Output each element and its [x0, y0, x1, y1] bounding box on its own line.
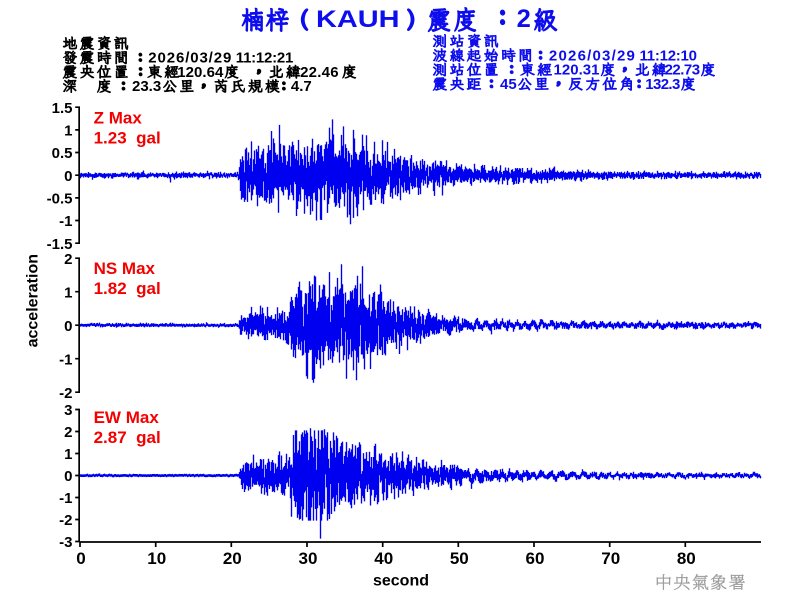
- svg-text:2026/03/29: 2026/03/29: [148, 50, 231, 67]
- svg-text:11:12:10: 11:12:10: [640, 47, 698, 64]
- svg-text:11:12:21: 11:12:21: [236, 50, 293, 67]
- svg-text:1: 1: [64, 446, 72, 463]
- svg-text:2: 2: [64, 424, 72, 441]
- svg-text:1: 1: [64, 284, 72, 301]
- svg-text:-1.5: -1.5: [47, 236, 73, 253]
- svg-text:120.64: 120.64: [177, 64, 224, 81]
- svg-text:80: 80: [677, 549, 696, 568]
- svg-text:20: 20: [223, 549, 242, 568]
- svg-text:1.82 gal: 1.82 gal: [94, 279, 161, 298]
- svg-text:NS Max: NS Max: [94, 259, 156, 278]
- svg-text:50: 50: [450, 549, 469, 568]
- svg-text:3: 3: [64, 402, 72, 419]
- svg-text:45: 45: [500, 76, 517, 93]
- svg-text:-2: -2: [59, 385, 72, 402]
- svg-text:22.46: 22.46: [300, 64, 339, 81]
- svg-text:22.73: 22.73: [665, 62, 701, 79]
- svg-text:EW Max: EW Max: [94, 408, 160, 427]
- svg-text:1.5: 1.5: [52, 100, 73, 117]
- svg-text:Z Max: Z Max: [94, 108, 143, 127]
- svg-text:-3: -3: [59, 534, 72, 551]
- svg-text:KAUH: KAUH: [316, 6, 400, 33]
- svg-text:60: 60: [526, 549, 545, 568]
- svg-text:1.23 gal: 1.23 gal: [94, 128, 161, 147]
- svg-text:1: 1: [64, 123, 72, 140]
- svg-text:132.3: 132.3: [645, 76, 680, 93]
- svg-text:second: second: [373, 573, 429, 590]
- svg-text:23.3: 23.3: [132, 78, 161, 95]
- svg-text:acceleration: acceleration: [24, 254, 41, 347]
- svg-text:0: 0: [76, 549, 85, 568]
- svg-text:0: 0: [64, 468, 72, 485]
- svg-text:2: 2: [517, 5, 531, 33]
- svg-text:-1: -1: [59, 351, 72, 368]
- svg-text:-2: -2: [59, 512, 72, 529]
- svg-text:0: 0: [64, 168, 72, 185]
- svg-text:0: 0: [64, 318, 72, 335]
- svg-text:-1: -1: [59, 490, 72, 507]
- svg-text:120.31: 120.31: [554, 62, 600, 79]
- svg-text:30: 30: [299, 549, 318, 568]
- svg-text:2: 2: [64, 251, 72, 268]
- svg-text:10: 10: [147, 549, 166, 568]
- svg-text:-1: -1: [59, 213, 72, 230]
- svg-text:2.87 gal: 2.87 gal: [94, 428, 161, 447]
- svg-text:0.5: 0.5: [52, 145, 73, 162]
- svg-text:4.7: 4.7: [291, 78, 312, 95]
- svg-text:40: 40: [374, 549, 393, 568]
- svg-text:70: 70: [601, 549, 620, 568]
- svg-text:-0.5: -0.5: [47, 191, 73, 208]
- svg-text:2026/03/29: 2026/03/29: [549, 47, 635, 64]
